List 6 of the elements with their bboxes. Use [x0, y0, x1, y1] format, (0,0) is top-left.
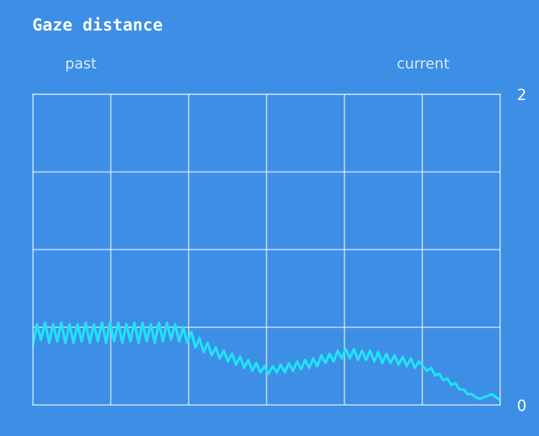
text: past [66, 58, 96, 72]
text: current [398, 58, 450, 69]
chart-title: Gaze distance [33, 16, 162, 31]
line-series [32, 321, 500, 402]
y-tick-label: 0 [518, 400, 526, 412]
y-tick-label: 2 [518, 88, 526, 100]
